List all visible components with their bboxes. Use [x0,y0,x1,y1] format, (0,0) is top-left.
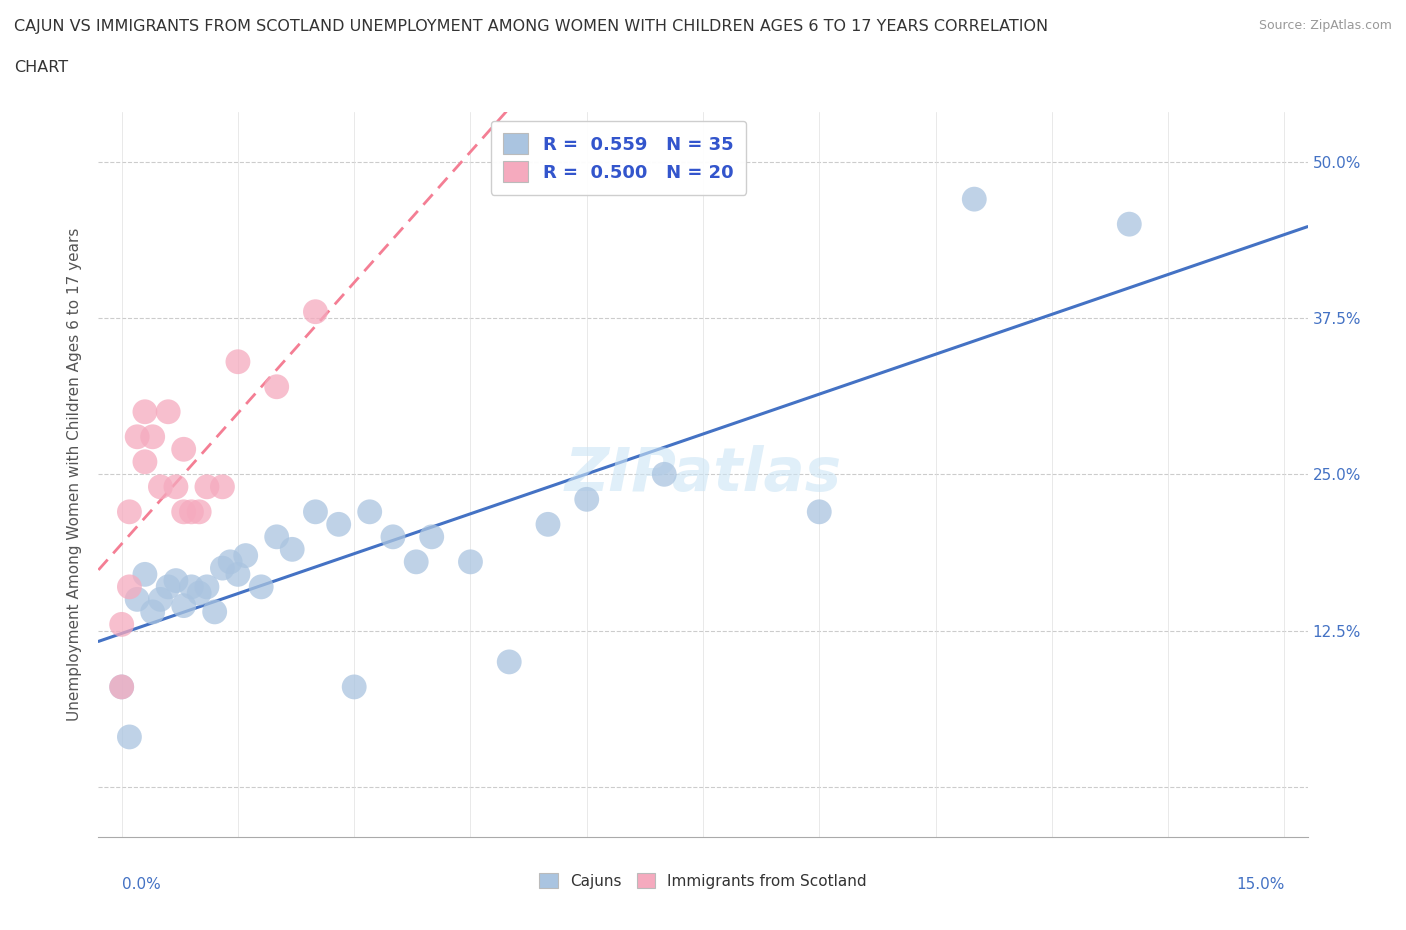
Point [142,430,165,445]
Point [149,479,172,494]
Point [211,561,233,576]
Text: CAJUN VS IMMIGRANTS FROM SCOTLAND UNEMPLOYMENT AMONG WOMEN WITH CHILDREN AGES 6 : CAJUN VS IMMIGRANTS FROM SCOTLAND UNEMPL… [14,19,1049,33]
Point [343,680,366,695]
Point [195,479,218,494]
Point [111,680,134,695]
Point [250,579,273,594]
Point [460,554,482,569]
Point [134,567,156,582]
Point [328,517,350,532]
Point [219,554,242,569]
Point [381,529,404,544]
Point [157,405,180,419]
Point [420,529,443,544]
Point [1118,217,1140,232]
Point [405,554,427,569]
Point [118,579,141,594]
Point [963,192,986,206]
Point [134,455,156,470]
Text: Source: ZipAtlas.com: Source: ZipAtlas.com [1258,19,1392,32]
Point [226,354,249,369]
Point [226,567,249,582]
Text: 15.0%: 15.0% [1236,877,1284,892]
Point [180,504,202,519]
Point [195,579,218,594]
Point [118,504,141,519]
Point [111,680,134,695]
Point [266,529,288,544]
Point [134,405,156,419]
Point [188,504,211,519]
Point [127,430,149,445]
Y-axis label: Unemployment Among Women with Children Ages 6 to 17 years: Unemployment Among Women with Children A… [67,228,83,721]
Point [304,304,326,319]
Point [149,591,172,606]
Point [127,591,149,606]
Point [111,617,134,631]
Point [180,579,202,594]
Point [235,548,257,563]
Point [281,542,304,557]
Point [498,655,520,670]
Legend: Cajuns, Immigrants from Scotland: Cajuns, Immigrants from Scotland [533,867,873,895]
Point [173,598,195,613]
Point [173,504,195,519]
Text: CHART: CHART [14,60,67,75]
Point [537,517,560,532]
Text: 0.0%: 0.0% [122,877,160,892]
Point [808,504,831,519]
Point [266,379,288,394]
Point [188,586,211,601]
Point [359,504,381,519]
Point [211,479,233,494]
Point [173,442,195,457]
Point [157,579,180,594]
Point [118,729,141,744]
Point [304,504,326,519]
Point [652,467,675,482]
Point [165,573,187,588]
Text: ZIPatlas: ZIPatlas [564,445,842,504]
Point [142,604,165,619]
Point [575,492,598,507]
Point [204,604,226,619]
Point [165,479,187,494]
